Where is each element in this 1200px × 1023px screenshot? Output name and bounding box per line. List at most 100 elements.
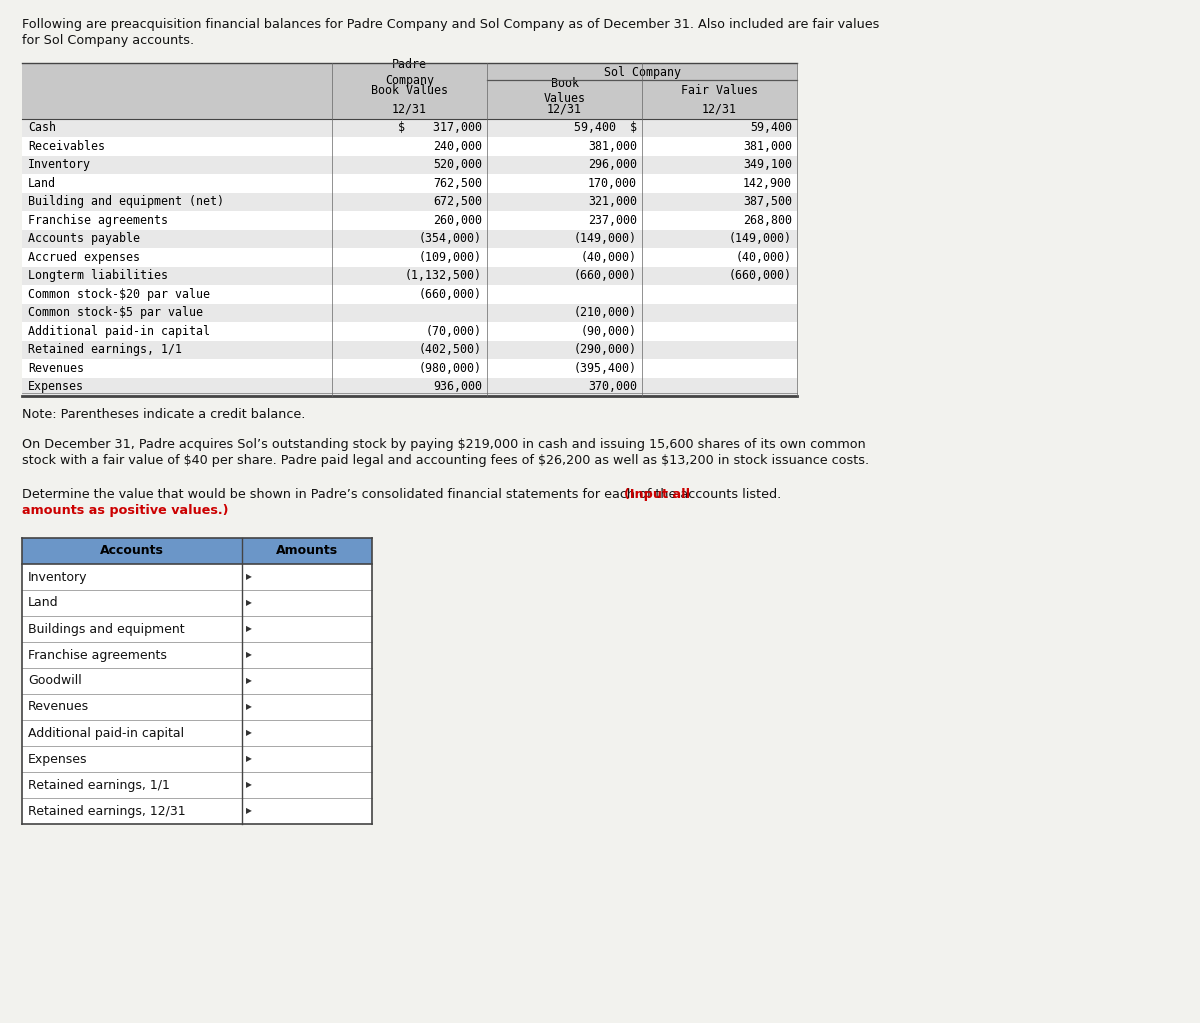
Bar: [22, 285, 797, 304]
Text: (660,000): (660,000): [574, 269, 637, 282]
Text: 59,400: 59,400: [750, 122, 792, 134]
Text: (395,400): (395,400): [574, 362, 637, 374]
Text: Longterm liabilities: Longterm liabilities: [28, 269, 168, 282]
Text: On December 31, Padre acquires Sol’s outstanding stock by paying $219,000 in cas: On December 31, Padre acquires Sol’s out…: [22, 438, 865, 451]
Text: Inventory: Inventory: [28, 571, 88, 583]
Text: Additional paid-in capital: Additional paid-in capital: [28, 726, 184, 740]
Bar: [22, 359, 797, 377]
Text: 520,000: 520,000: [433, 159, 482, 171]
Text: Retained earnings, 12/31: Retained earnings, 12/31: [28, 804, 186, 817]
Text: Expenses: Expenses: [28, 381, 84, 393]
Text: 370,000: 370,000: [588, 381, 637, 393]
Text: ▶: ▶: [246, 806, 252, 815]
Bar: [22, 137, 797, 155]
Text: Inventory: Inventory: [28, 159, 91, 171]
Text: Building and equipment (net): Building and equipment (net): [28, 195, 224, 209]
Text: Franchise agreements: Franchise agreements: [28, 214, 168, 227]
Bar: [22, 564, 372, 590]
Bar: [22, 322, 797, 341]
Text: (Input all: (Input all: [624, 488, 690, 501]
Text: (354,000): (354,000): [419, 232, 482, 246]
Text: Common stock-$20 par value: Common stock-$20 par value: [28, 287, 210, 301]
Text: Additional paid-in capital: Additional paid-in capital: [28, 324, 210, 338]
Text: (660,000): (660,000): [419, 287, 482, 301]
Text: 349,100: 349,100: [743, 159, 792, 171]
Text: 12/31: 12/31: [392, 102, 427, 116]
Text: 237,000: 237,000: [588, 214, 637, 227]
Text: Retained earnings, 1/1: Retained earnings, 1/1: [28, 344, 182, 356]
Text: Note: Parentheses indicate a credit balance.: Note: Parentheses indicate a credit bala…: [22, 408, 305, 421]
Text: (149,000): (149,000): [730, 232, 792, 246]
Text: Padre
Company: Padre Company: [385, 57, 434, 87]
Text: Amounts: Amounts: [276, 544, 338, 558]
Text: ▶: ▶: [246, 651, 252, 660]
Text: ▶: ▶: [246, 676, 252, 685]
Bar: [22, 616, 372, 642]
Bar: [22, 192, 797, 211]
Text: Expenses: Expenses: [28, 753, 88, 765]
Text: (210,000): (210,000): [574, 306, 637, 319]
Text: 762,500: 762,500: [433, 177, 482, 189]
Text: amounts as positive values.): amounts as positive values.): [22, 504, 228, 517]
Text: ▶: ▶: [246, 598, 252, 608]
Text: Accrued expenses: Accrued expenses: [28, 251, 140, 264]
Text: Receivables: Receivables: [28, 140, 106, 152]
Bar: [22, 248, 797, 267]
Text: Book
Values: Book Values: [544, 77, 586, 104]
Text: (1,132,500): (1,132,500): [406, 269, 482, 282]
Bar: [22, 267, 797, 285]
Bar: [22, 155, 797, 174]
Text: 321,000: 321,000: [588, 195, 637, 209]
Bar: [22, 642, 372, 668]
Text: 936,000: 936,000: [433, 381, 482, 393]
Text: 387,500: 387,500: [743, 195, 792, 209]
Text: Retained earnings, 1/1: Retained earnings, 1/1: [28, 779, 170, 792]
Text: (90,000): (90,000): [581, 324, 637, 338]
Text: Book Values: Book Values: [371, 84, 448, 97]
Bar: [22, 538, 372, 564]
Bar: [22, 174, 797, 192]
Bar: [22, 590, 372, 616]
Text: (149,000): (149,000): [574, 232, 637, 246]
Text: (980,000): (980,000): [419, 362, 482, 374]
Text: ▶: ▶: [246, 781, 252, 790]
Text: 260,000: 260,000: [433, 214, 482, 227]
Text: Buildings and equipment: Buildings and equipment: [28, 623, 185, 635]
Bar: [22, 798, 372, 824]
Bar: [22, 720, 372, 746]
Text: 170,000: 170,000: [588, 177, 637, 189]
Text: ▶: ▶: [246, 573, 252, 581]
Text: (40,000): (40,000): [736, 251, 792, 264]
Bar: [22, 211, 797, 229]
Bar: [22, 377, 797, 396]
Bar: [22, 694, 372, 720]
Text: $    317,000: $ 317,000: [398, 122, 482, 134]
Text: stock with a fair value of $40 per share. Padre paid legal and accounting fees o: stock with a fair value of $40 per share…: [22, 454, 869, 468]
Bar: [22, 341, 797, 359]
Text: Cash: Cash: [28, 122, 56, 134]
Text: for Sol Company accounts.: for Sol Company accounts.: [22, 34, 194, 47]
Text: Common stock-$5 par value: Common stock-$5 par value: [28, 306, 203, 319]
Text: 672,500: 672,500: [433, 195, 482, 209]
Bar: [22, 229, 797, 248]
Text: 381,000: 381,000: [743, 140, 792, 152]
Bar: [22, 668, 372, 694]
Text: Following are preacquisition financial balances for Padre Company and Sol Compan: Following are preacquisition financial b…: [22, 18, 880, 31]
Text: 381,000: 381,000: [588, 140, 637, 152]
Text: Sol Company: Sol Company: [604, 65, 680, 79]
Text: ▶: ▶: [246, 703, 252, 712]
Text: 296,000: 296,000: [588, 159, 637, 171]
Text: 12/31: 12/31: [547, 102, 582, 116]
Text: Land: Land: [28, 177, 56, 189]
Bar: [22, 119, 797, 137]
Text: 59,400  $: 59,400 $: [574, 122, 637, 134]
Text: (290,000): (290,000): [574, 344, 637, 356]
Text: (40,000): (40,000): [581, 251, 637, 264]
Text: 268,800: 268,800: [743, 214, 792, 227]
Bar: [22, 772, 372, 798]
Text: Franchise agreements: Franchise agreements: [28, 649, 167, 662]
Text: (402,500): (402,500): [419, 344, 482, 356]
Text: Revenues: Revenues: [28, 362, 84, 374]
Text: ▶: ▶: [246, 755, 252, 763]
Text: (70,000): (70,000): [426, 324, 482, 338]
